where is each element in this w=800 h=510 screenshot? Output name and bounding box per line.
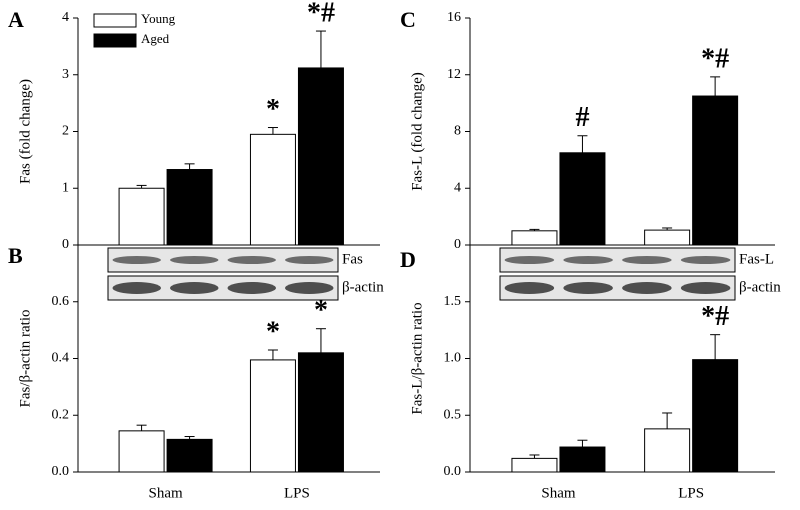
bar — [511, 457, 558, 473]
blot-label: β-actin — [342, 279, 384, 295]
blot-band — [680, 256, 731, 264]
bar — [297, 352, 344, 473]
y-tick-label: 8 — [454, 124, 461, 139]
bar — [166, 438, 213, 473]
bar — [297, 67, 344, 246]
blot-band — [285, 282, 334, 294]
blot-band — [285, 256, 334, 264]
x-tick-label: LPS — [284, 485, 310, 501]
bar — [692, 95, 739, 246]
y-tick-label: 0 — [62, 237, 69, 252]
blot-band — [112, 256, 161, 264]
y-tick-label: 0.2 — [52, 407, 70, 422]
bar — [249, 359, 296, 473]
significance-marker: * — [314, 295, 328, 326]
y-tick-label: 0.4 — [52, 351, 70, 366]
bar — [166, 169, 213, 246]
blot-band — [504, 282, 555, 294]
y-tick-label: 4 — [62, 10, 69, 25]
y-tick-label: 1.0 — [444, 351, 462, 366]
bar — [644, 428, 691, 473]
y-axis-label: Fas-L (fold change) — [409, 72, 425, 191]
significance-marker: *# — [307, 0, 335, 28]
blot-band — [563, 282, 613, 294]
bar — [692, 359, 739, 473]
y-tick-label: 4 — [454, 180, 461, 195]
blot-band — [622, 256, 672, 264]
bar — [559, 446, 606, 473]
y-tick-label: 0 — [454, 237, 461, 252]
y-axis-label: Fas (fold change) — [17, 79, 33, 184]
blot-label: Fas-L — [739, 251, 774, 267]
bar — [249, 133, 296, 246]
y-tick-label: 0.6 — [52, 294, 70, 309]
y-axis-label: Fas/β-actin ratio — [17, 309, 33, 407]
bar — [511, 230, 558, 246]
x-tick-label: Sham — [541, 485, 576, 501]
blot-band — [680, 282, 731, 294]
legend-label: Aged — [141, 31, 170, 46]
blot-band — [227, 282, 276, 294]
blot-label: β-actin — [739, 279, 781, 295]
blot-band — [170, 282, 219, 294]
legend-label: Young — [141, 11, 176, 26]
blot-band — [563, 256, 613, 264]
y-tick-label: 0.0 — [52, 464, 70, 479]
significance-marker: *# — [701, 301, 729, 332]
y-tick-label: 1.5 — [444, 294, 462, 309]
bar — [559, 152, 606, 246]
blot-band — [170, 256, 219, 264]
bar — [118, 430, 165, 473]
significance-marker: # — [575, 102, 589, 133]
significance-marker: *# — [701, 43, 729, 74]
panel-label: B — [8, 243, 23, 268]
panel-label: D — [400, 247, 416, 272]
y-tick-label: 0.5 — [444, 407, 462, 422]
blot-band — [622, 282, 672, 294]
y-tick-label: 2 — [62, 124, 69, 139]
y-tick-label: 0.0 — [444, 464, 462, 479]
bar — [644, 229, 691, 246]
bar — [118, 187, 165, 246]
blot-band — [112, 282, 161, 294]
y-tick-label: 12 — [447, 67, 461, 82]
panel-label: C — [400, 7, 416, 32]
y-tick-label: 3 — [62, 67, 69, 82]
x-tick-label: Sham — [148, 485, 183, 501]
x-tick-label: LPS — [678, 485, 704, 501]
significance-marker: * — [266, 94, 280, 125]
y-tick-label: 16 — [447, 10, 461, 25]
blot-label: Fas — [342, 251, 363, 267]
blot-band — [227, 256, 276, 264]
y-tick-label: 1 — [62, 180, 69, 195]
significance-marker: * — [266, 316, 280, 347]
legend-swatch — [93, 33, 137, 48]
blot-band — [504, 256, 555, 264]
panel-label: A — [8, 7, 24, 32]
y-axis-label: Fas-L/β-actin ratio — [409, 302, 425, 414]
legend-swatch — [93, 13, 137, 28]
